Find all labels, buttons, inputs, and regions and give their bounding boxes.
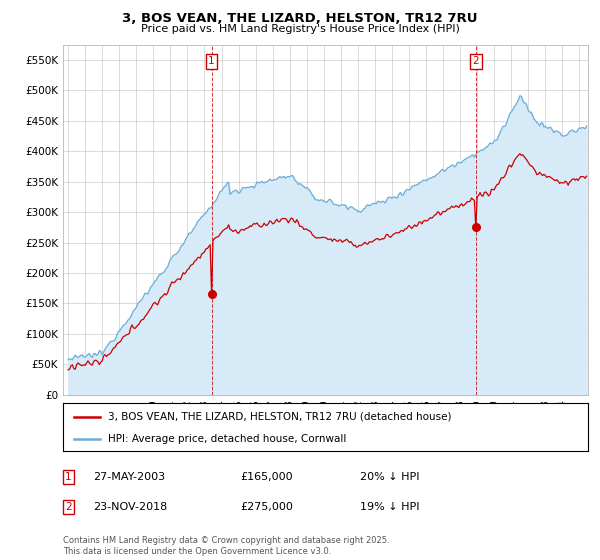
Text: 19% ↓ HPI: 19% ↓ HPI <box>360 502 419 512</box>
Text: 23-NOV-2018: 23-NOV-2018 <box>93 502 167 512</box>
Text: 2: 2 <box>472 56 479 66</box>
Text: 2: 2 <box>65 502 71 512</box>
Text: Contains HM Land Registry data © Crown copyright and database right 2025.
This d: Contains HM Land Registry data © Crown c… <box>63 536 389 556</box>
Text: 3, BOS VEAN, THE LIZARD, HELSTON, TR12 7RU (detached house): 3, BOS VEAN, THE LIZARD, HELSTON, TR12 7… <box>107 412 451 422</box>
Text: 20% ↓ HPI: 20% ↓ HPI <box>360 472 419 482</box>
Text: HPI: Average price, detached house, Cornwall: HPI: Average price, detached house, Corn… <box>107 434 346 444</box>
Text: £275,000: £275,000 <box>240 502 293 512</box>
Text: 1: 1 <box>208 56 215 66</box>
Text: 27-MAY-2003: 27-MAY-2003 <box>93 472 165 482</box>
Text: Price paid vs. HM Land Registry's House Price Index (HPI): Price paid vs. HM Land Registry's House … <box>140 24 460 34</box>
Text: £165,000: £165,000 <box>240 472 293 482</box>
Text: 1: 1 <box>65 472 71 482</box>
Text: 3, BOS VEAN, THE LIZARD, HELSTON, TR12 7RU: 3, BOS VEAN, THE LIZARD, HELSTON, TR12 7… <box>122 12 478 25</box>
